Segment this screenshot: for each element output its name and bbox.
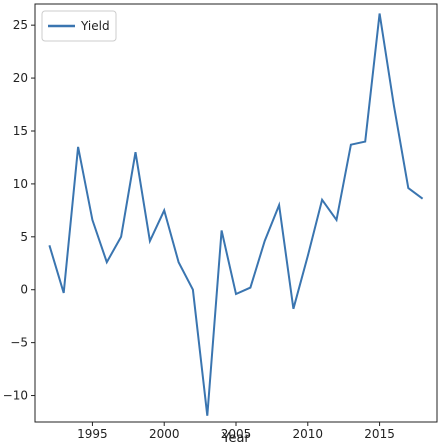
legend-box xyxy=(41,10,117,42)
y-tick-label: −10 xyxy=(3,389,28,403)
x-tick-label: 2005 xyxy=(221,427,252,441)
y-tick-label: 15 xyxy=(13,124,28,138)
x-tick-label: 1995 xyxy=(77,427,108,441)
y-tick-label: 5 xyxy=(20,230,28,244)
y-axis-ticks: −10 −5 0 5 10 15 20 25 xyxy=(3,18,35,403)
plot-frame xyxy=(34,3,438,423)
x-axis-ticks: 1995 2000 2005 2010 2015 xyxy=(77,422,395,441)
plot-area xyxy=(34,3,438,423)
series-line-yield xyxy=(48,13,424,416)
legend: Yield xyxy=(41,10,117,42)
y-tick-label: −5 xyxy=(10,336,28,350)
x-tick-label: 2000 xyxy=(149,427,180,441)
y-tick-label: 20 xyxy=(13,71,28,85)
series-layer xyxy=(48,13,424,416)
x-tick-label: 2010 xyxy=(293,427,324,441)
y-tick-label: 0 xyxy=(20,283,28,297)
x-axis-title: Year xyxy=(221,431,250,446)
y-tick-label: 10 xyxy=(13,177,28,191)
legend-label: Yield xyxy=(80,19,110,33)
x-tick-label: 2015 xyxy=(364,427,395,441)
y-tick-label: 25 xyxy=(13,18,28,32)
